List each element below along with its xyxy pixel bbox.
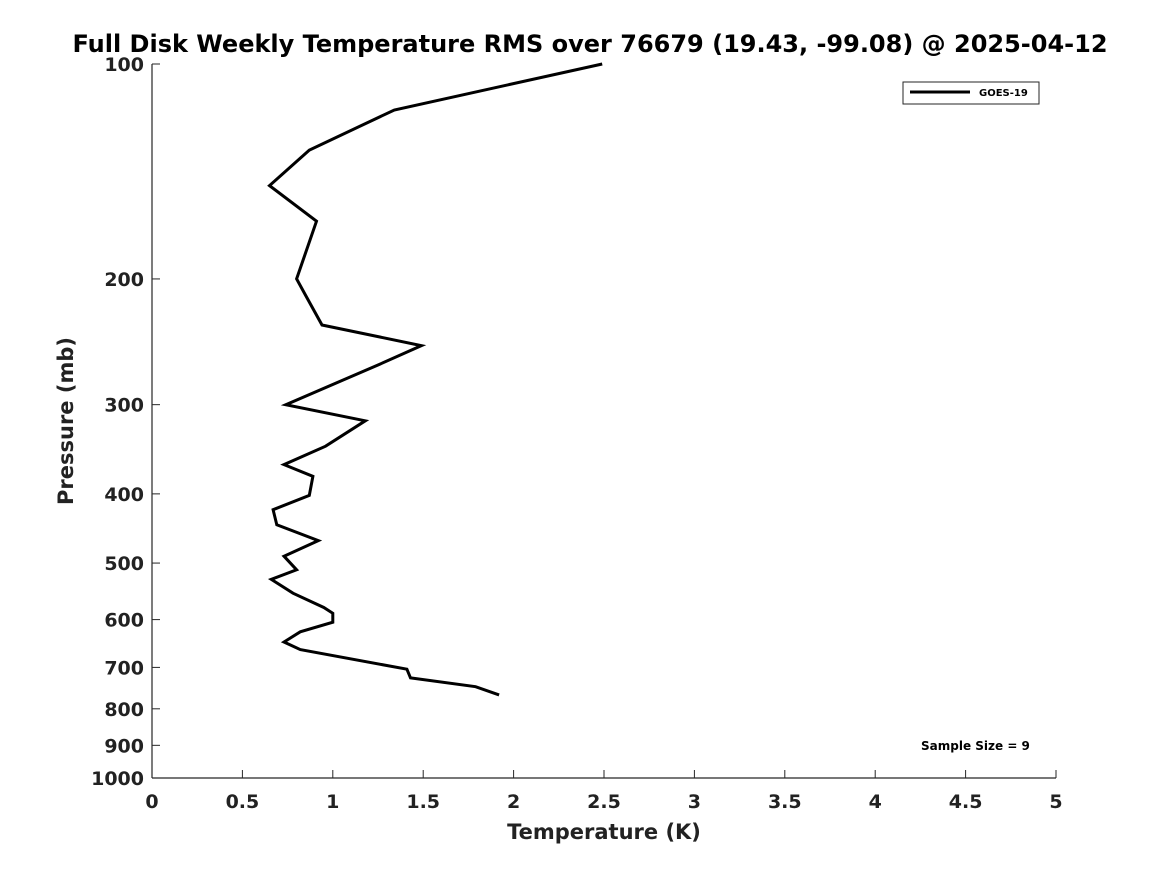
x-tick-label: 5 [1049, 791, 1062, 813]
y-tick-label: 800 [104, 699, 144, 721]
x-tick-label: 0.5 [226, 791, 260, 813]
y-tick-label: 400 [104, 484, 144, 506]
x-tick-label: 1.5 [406, 791, 440, 813]
legend-box [902, 81, 1040, 105]
x-tick-label: 3 [688, 791, 701, 813]
y-tick-label: 1000 [91, 768, 144, 790]
x-axis-label: Temperature (K) [507, 820, 701, 844]
y-tick-label: 100 [104, 54, 144, 76]
series-layer [267, 62, 603, 697]
legend-label-goes-19: GOES-19 [979, 88, 1028, 99]
chart-title: Full Disk Weekly Temperature RMS over 76… [72, 30, 1107, 58]
x-tick-label: 4 [869, 791, 882, 813]
y-ticks: 100 200 300 400 500 600 700 800 900 1000 [91, 54, 160, 790]
y-tick-label: 300 [104, 395, 144, 417]
y-tick-label: 600 [104, 610, 144, 632]
y-axis-label: Pressure (mb) [54, 337, 78, 505]
series-line-goes-19 [267, 62, 603, 697]
x-ticks: 0 0.5 1 1.5 2 2.5 3 3.5 4 4.5 5 [145, 770, 1063, 813]
x-tick-label: 3.5 [768, 791, 802, 813]
x-tick-label: 0 [145, 791, 158, 813]
x-tick-label: 2 [507, 791, 520, 813]
y-tick-label: 500 [104, 553, 144, 575]
legend: GOES-19 [902, 81, 1040, 105]
x-tick-label: 2.5 [587, 791, 621, 813]
y-tick-label: 900 [104, 735, 144, 757]
x-tick-label: 1 [326, 791, 339, 813]
x-tick-label: 4.5 [949, 791, 983, 813]
y-tick-label: 200 [104, 269, 144, 291]
y-tick-label: 700 [104, 657, 144, 679]
sample-size-annotation: Sample Size = 9 [921, 739, 1030, 753]
